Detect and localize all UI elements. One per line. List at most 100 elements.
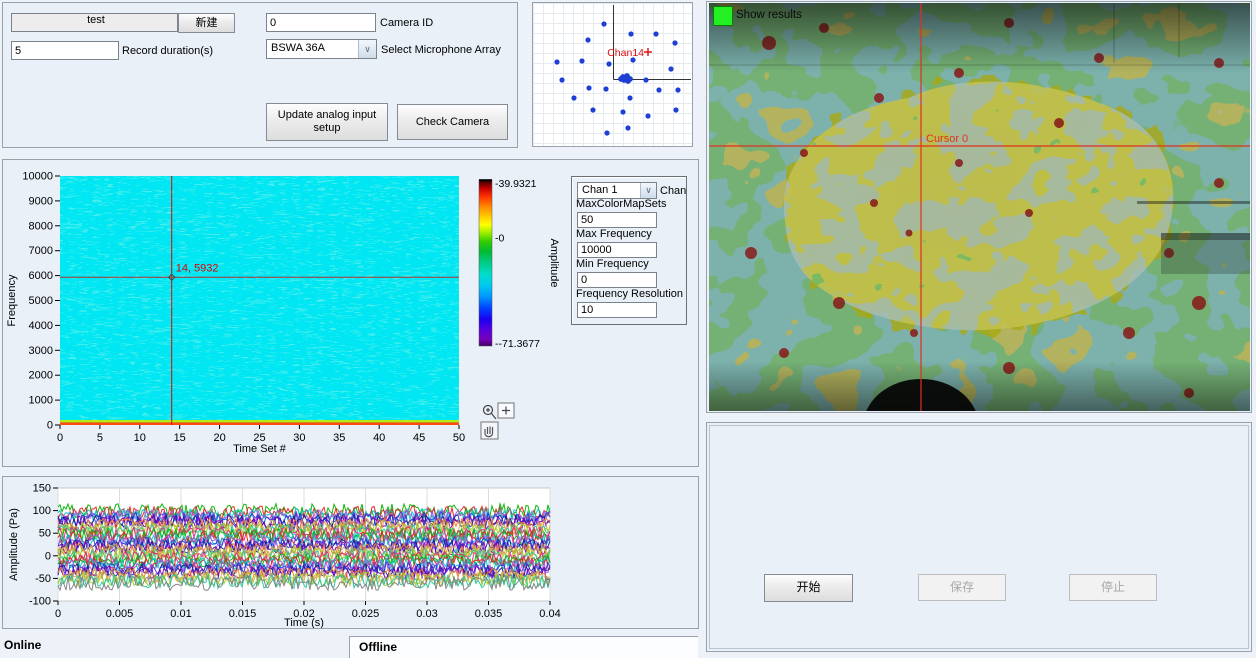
offline-status-label: Offline [359,640,397,654]
axis-tick-label: 0 [55,608,61,620]
chan-cursor-label: Chan14 [607,47,644,59]
spectrogram-panel: 0100020003000400050006000700080009000100… [2,159,699,467]
channel-label: Chan [660,185,686,197]
axis-tick-label: 8000 [29,220,53,232]
axis-tick-label: 0.005 [106,608,134,620]
max-frequency-label: Max Frequency [576,228,652,240]
mic-array-scatter[interactable]: Chan14 [533,3,692,146]
axis-tick-label: 100 [33,505,51,517]
room-furniture-shadows [709,3,1250,411]
actions-panel: 开始 保存 停止 [706,422,1252,652]
mic-dot [554,59,559,64]
colorbar-mid-label: -0 [495,233,504,245]
offline-status-strip: Offline [349,636,698,658]
axis-tick-label: 0.015 [229,608,257,620]
mic-dot [559,77,564,82]
spectrogram-cursor-label: 14, 5932 [176,262,219,274]
record-duration-label: Record duration(s) [122,45,213,57]
mic-dot [627,95,632,100]
mic-dot [604,130,609,135]
mic-dot [672,40,677,45]
update-analog-input-button[interactable]: Update analog input setup [266,103,388,141]
mic-array-select[interactable]: BSWA 36A ∨ [266,39,377,59]
maxcolormapsets-input[interactable] [577,212,657,228]
axis-tick-label: 0.03 [416,608,437,620]
acoustic-camera-app: { "setup": { "test_value": "test", "new_… [0,0,1256,658]
max-frequency-input[interactable] [577,242,657,258]
start-button[interactable]: 开始 [764,574,853,602]
mic-array-plot-panel: Chan14 [532,2,693,147]
axis-tick-label: 15 [174,432,186,444]
chevron-down-icon[interactable]: ∨ [640,183,656,198]
pan-hand-tool-icon[interactable] [481,422,498,439]
mic-dot [645,113,650,118]
mic-dot [643,77,648,82]
mic-dot [603,86,608,91]
spectrogram-bottom-row [60,422,459,425]
mic-dot-cluster [618,76,624,82]
maxcolormapsets-label: MaxColorMapSets [576,198,666,210]
min-frequency-label: Min Frequency [576,258,649,270]
camera-view-panel: Cursor 0 Show results [706,1,1252,413]
mic-dot [668,66,673,71]
colorbar-min-label: --71.3677 [495,338,540,350]
channel-value: Chan 1 [578,183,640,198]
camera-id-input[interactable] [266,13,376,32]
camera-id-label: Camera ID [380,17,433,29]
record-duration-input[interactable] [11,41,119,60]
axis-tick-label: 150 [33,483,51,495]
axis-tick-label: 7000 [29,245,53,257]
mic-dot [653,31,658,36]
mic-dot [628,31,633,36]
axis-tick-label: 9000 [29,195,53,207]
setup-panel: test 新建 Record duration(s) Camera ID BSW… [2,2,518,148]
chan-cursor-cross [644,48,652,56]
axis-tick-label: 3000 [29,345,53,357]
mic-dot [590,107,595,112]
mic-dot [601,21,606,26]
y-axis-title: Frequency [6,274,18,326]
axis-tick-label: 35 [333,432,345,444]
x-axis-title: Time (s) [284,617,324,628]
zoom-tool-icon[interactable] [484,406,497,420]
mic-dot [673,107,678,112]
colorbar-max-label: -39.9321 [495,178,537,190]
mic-dot [585,37,590,42]
check-camera-button[interactable]: Check Camera [397,104,508,140]
new-button[interactable]: 新建 [178,13,235,33]
spectro-controls-box: Chan 1 ∨ Chan MaxColorMapSets Max Freque… [571,176,687,325]
stop-button[interactable]: 停止 [1069,574,1157,601]
waveform-panel: 00.0050.010.0150.020.0250.030.0350.04150… [2,476,699,629]
show-results-label: Show results [736,9,802,21]
show-results-led[interactable] [713,6,733,26]
mic-dot [586,85,591,90]
mic-dot-cluster [625,78,631,84]
cursor-tool-icon[interactable] [498,403,514,418]
chevron-down-icon[interactable]: ∨ [358,40,376,58]
mic-dot [625,125,630,130]
axis-tick-label: 0.035 [475,608,503,620]
test-name-field[interactable]: test [11,13,178,32]
mic-dot [571,95,576,100]
camera-image[interactable]: Cursor 0 [709,3,1250,411]
axis-tick-label: 50 [39,528,51,540]
axis-tick-label: 10000 [22,171,53,183]
axis-tick-label: 0.025 [352,608,380,620]
mic-dot [620,109,625,114]
spectrogram-bottom-row [60,420,459,422]
save-button[interactable]: 保存 [918,574,1006,601]
axis-tick-label: 1000 [29,395,53,407]
axis-tick-label: -50 [35,573,51,585]
actions-inner-frame [709,425,1249,649]
min-frequency-input[interactable] [577,272,657,288]
axis-tick-label: 0.01 [170,608,191,620]
frequency-resolution-input[interactable] [577,302,657,318]
spectrogram-noise[interactable] [60,176,459,425]
waveform-graph[interactable]: 00.0050.010.0150.020.0250.030.0350.04150… [3,477,698,628]
channel-select[interactable]: Chan 1 ∨ [577,182,657,199]
array-axis-cross [614,5,692,80]
mic-dot [656,87,661,92]
axis-tick-label: 20 [213,432,225,444]
axis-tick-label: 30 [293,432,305,444]
x-axis-title: Time Set # [233,443,287,455]
